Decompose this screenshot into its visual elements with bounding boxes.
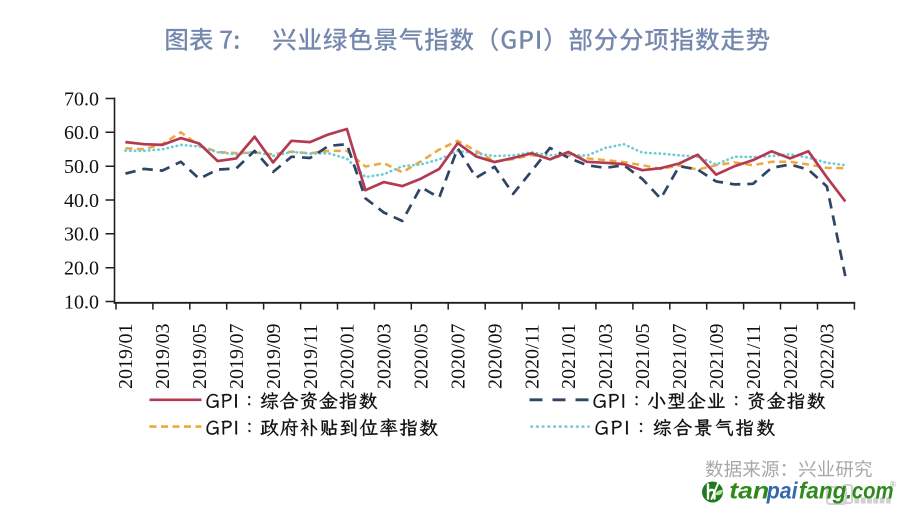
svg-text:2020/03: 2020/03 bbox=[374, 323, 396, 389]
svg-text:tan: tan bbox=[729, 479, 769, 504]
svg-text:2019/05: 2019/05 bbox=[189, 323, 211, 389]
svg-text:20.0: 20.0 bbox=[64, 258, 99, 280]
svg-text:2022/03: 2022/03 bbox=[817, 323, 839, 389]
svg-text:2019/03: 2019/03 bbox=[152, 323, 174, 389]
svg-text:60.0: 60.0 bbox=[64, 122, 99, 144]
svg-text:10.0: 10.0 bbox=[64, 291, 99, 313]
svg-text:40.0: 40.0 bbox=[64, 190, 99, 212]
svg-text:2022/01: 2022/01 bbox=[780, 323, 802, 389]
svg-text:2020/09: 2020/09 bbox=[484, 323, 506, 389]
svg-text:pai: pai bbox=[766, 478, 798, 504]
svg-text:2021/09: 2021/09 bbox=[706, 323, 728, 389]
svg-text:2019/11: 2019/11 bbox=[300, 324, 322, 389]
svg-text:2020/05: 2020/05 bbox=[411, 323, 433, 389]
svg-text:2019/07: 2019/07 bbox=[226, 323, 248, 389]
svg-text:2021/07: 2021/07 bbox=[669, 323, 691, 389]
svg-text:2019/01: 2019/01 bbox=[115, 323, 137, 389]
svg-text:2019/09: 2019/09 bbox=[263, 323, 285, 389]
svg-text:50.0: 50.0 bbox=[64, 156, 99, 178]
svg-text:2021/11: 2021/11 bbox=[743, 324, 765, 389]
svg-text:2021/05: 2021/05 bbox=[632, 323, 654, 389]
svg-text:2020/01: 2020/01 bbox=[337, 323, 359, 389]
svg-text:2021/03: 2021/03 bbox=[595, 323, 617, 389]
svg-text:2021/01: 2021/01 bbox=[558, 323, 580, 389]
svg-text:30.0: 30.0 bbox=[64, 224, 99, 246]
svg-text:fang: fang bbox=[799, 477, 847, 503]
svg-text:2020/07: 2020/07 bbox=[448, 323, 470, 389]
svg-text:®: ® bbox=[890, 480, 896, 489]
svg-text:70.0: 70.0 bbox=[64, 88, 99, 110]
svg-text:2020/11: 2020/11 bbox=[521, 324, 543, 389]
svg-text:.com: .com bbox=[846, 477, 893, 504]
